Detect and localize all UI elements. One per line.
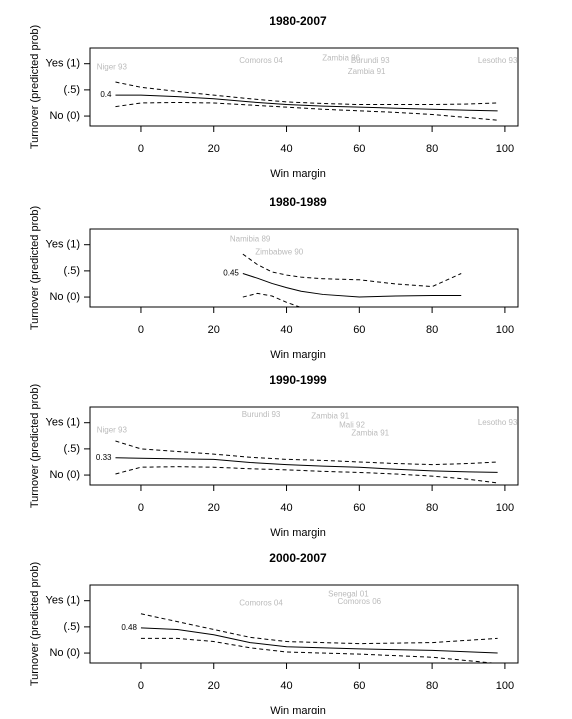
y-tick-label: Yes (1)	[46, 595, 80, 607]
plot-frame	[89, 406, 519, 486]
x-tick-label: 80	[426, 324, 438, 336]
x-tick-label: 0	[138, 502, 144, 514]
y-tick-label: No (0)	[49, 110, 80, 122]
panel-title: 1980-1989	[269, 195, 327, 209]
lower-line	[140, 637, 498, 663]
y-tick-label: Yes (1)	[46, 58, 80, 70]
panel-title: 1980-2007	[269, 14, 327, 28]
lower-line	[115, 466, 498, 484]
x-tick-label: 80	[426, 143, 438, 155]
x-tick-label: 20	[208, 502, 220, 514]
y-tick-label: (.5)	[64, 265, 81, 277]
x-tick-label: 20	[208, 143, 220, 155]
point-label: Comoros 06	[338, 597, 382, 606]
x-axis-label: Win margin	[270, 349, 326, 361]
x-tick-label: 0	[138, 680, 144, 692]
point-label: Burundi 93	[242, 410, 281, 419]
x-tick-label: 40	[280, 324, 292, 336]
x-axis-label: Win margin	[270, 705, 326, 714]
point-label: Lesotho 93	[478, 56, 518, 65]
x-tick-label: 60	[353, 502, 365, 514]
point-label: Niger 93	[97, 62, 128, 71]
panel-title: 1990-1999	[269, 373, 327, 387]
y-axis-label: Turnover (predicted prob)	[29, 25, 41, 149]
point-label: Burundi 93	[351, 56, 390, 65]
x-axis-label: Win margin	[270, 527, 326, 539]
y-axis-label: Turnover (predicted prob)	[29, 384, 41, 508]
fit-line	[242, 273, 462, 298]
y-tick-label: No (0)	[49, 647, 80, 659]
y-tick-label: No (0)	[49, 291, 80, 303]
point-label: Comoros 04	[239, 598, 283, 607]
y-tick-label: (.5)	[64, 84, 81, 96]
point-label: Niger 93	[97, 426, 128, 435]
x-tick-label: 20	[208, 680, 220, 692]
upper-line	[140, 613, 498, 645]
upper-line	[115, 440, 498, 466]
point-label: Namibia 89	[230, 235, 271, 244]
point-label: Lesotho 93	[478, 418, 518, 427]
point-label: Comoros 04	[239, 56, 283, 65]
y-tick-label: No (0)	[49, 469, 80, 481]
x-tick-label: 0	[138, 143, 144, 155]
upper-line	[115, 81, 498, 106]
point-label: Zambia 91	[348, 67, 386, 76]
y-tick-label: Yes (1)	[46, 239, 80, 251]
x-axis-label: Win margin	[270, 168, 326, 180]
point-label: Zambia 91	[351, 428, 389, 437]
fit-line	[115, 457, 498, 473]
x-tick-label: 40	[280, 680, 292, 692]
y-tick-label: Yes (1)	[46, 417, 80, 429]
x-tick-label: 40	[280, 143, 292, 155]
plot-frame	[89, 228, 519, 308]
plot-frame	[89, 47, 519, 127]
x-tick-label: 80	[426, 502, 438, 514]
x-tick-label: 40	[280, 502, 292, 514]
fit-label: 0.48	[121, 623, 137, 632]
x-tick-label: 100	[496, 324, 514, 336]
plot-frame	[89, 584, 519, 664]
point-label: Mali 92	[339, 420, 365, 429]
x-tick-label: 100	[496, 680, 514, 692]
x-tick-label: 0	[138, 324, 144, 336]
fit-label: 0.33	[96, 453, 112, 462]
x-tick-label: 100	[496, 143, 514, 155]
point-label: Zambia 91	[311, 412, 349, 421]
fit-line	[115, 94, 498, 112]
upper-line	[242, 253, 462, 288]
point-label: Zimbabwe 90	[255, 248, 304, 257]
plot-area: Namibia 89 Zimbabwe 90	[230, 235, 462, 307]
fit-label: 0.4	[100, 90, 112, 99]
x-tick-label: 100	[496, 502, 514, 514]
x-tick-label: 60	[353, 324, 365, 336]
y-tick-label: (.5)	[64, 621, 81, 633]
x-tick-label: 20	[208, 324, 220, 336]
y-axis-label: Turnover (predicted prob)	[29, 562, 41, 686]
lower-line	[242, 292, 302, 307]
y-axis-label: Turnover (predicted prob)	[29, 206, 41, 330]
x-tick-label: 60	[353, 680, 365, 692]
lower-line	[115, 101, 498, 121]
point-label: Senegal 01	[328, 590, 369, 599]
y-tick-label: (.5)	[64, 443, 81, 455]
panel-title: 2000-2007	[269, 551, 327, 565]
point-label: Zambia 96	[322, 54, 360, 63]
fit-label: 0.45	[223, 269, 239, 278]
fit-line	[140, 627, 498, 654]
x-tick-label: 80	[426, 680, 438, 692]
x-tick-label: 60	[353, 143, 365, 155]
